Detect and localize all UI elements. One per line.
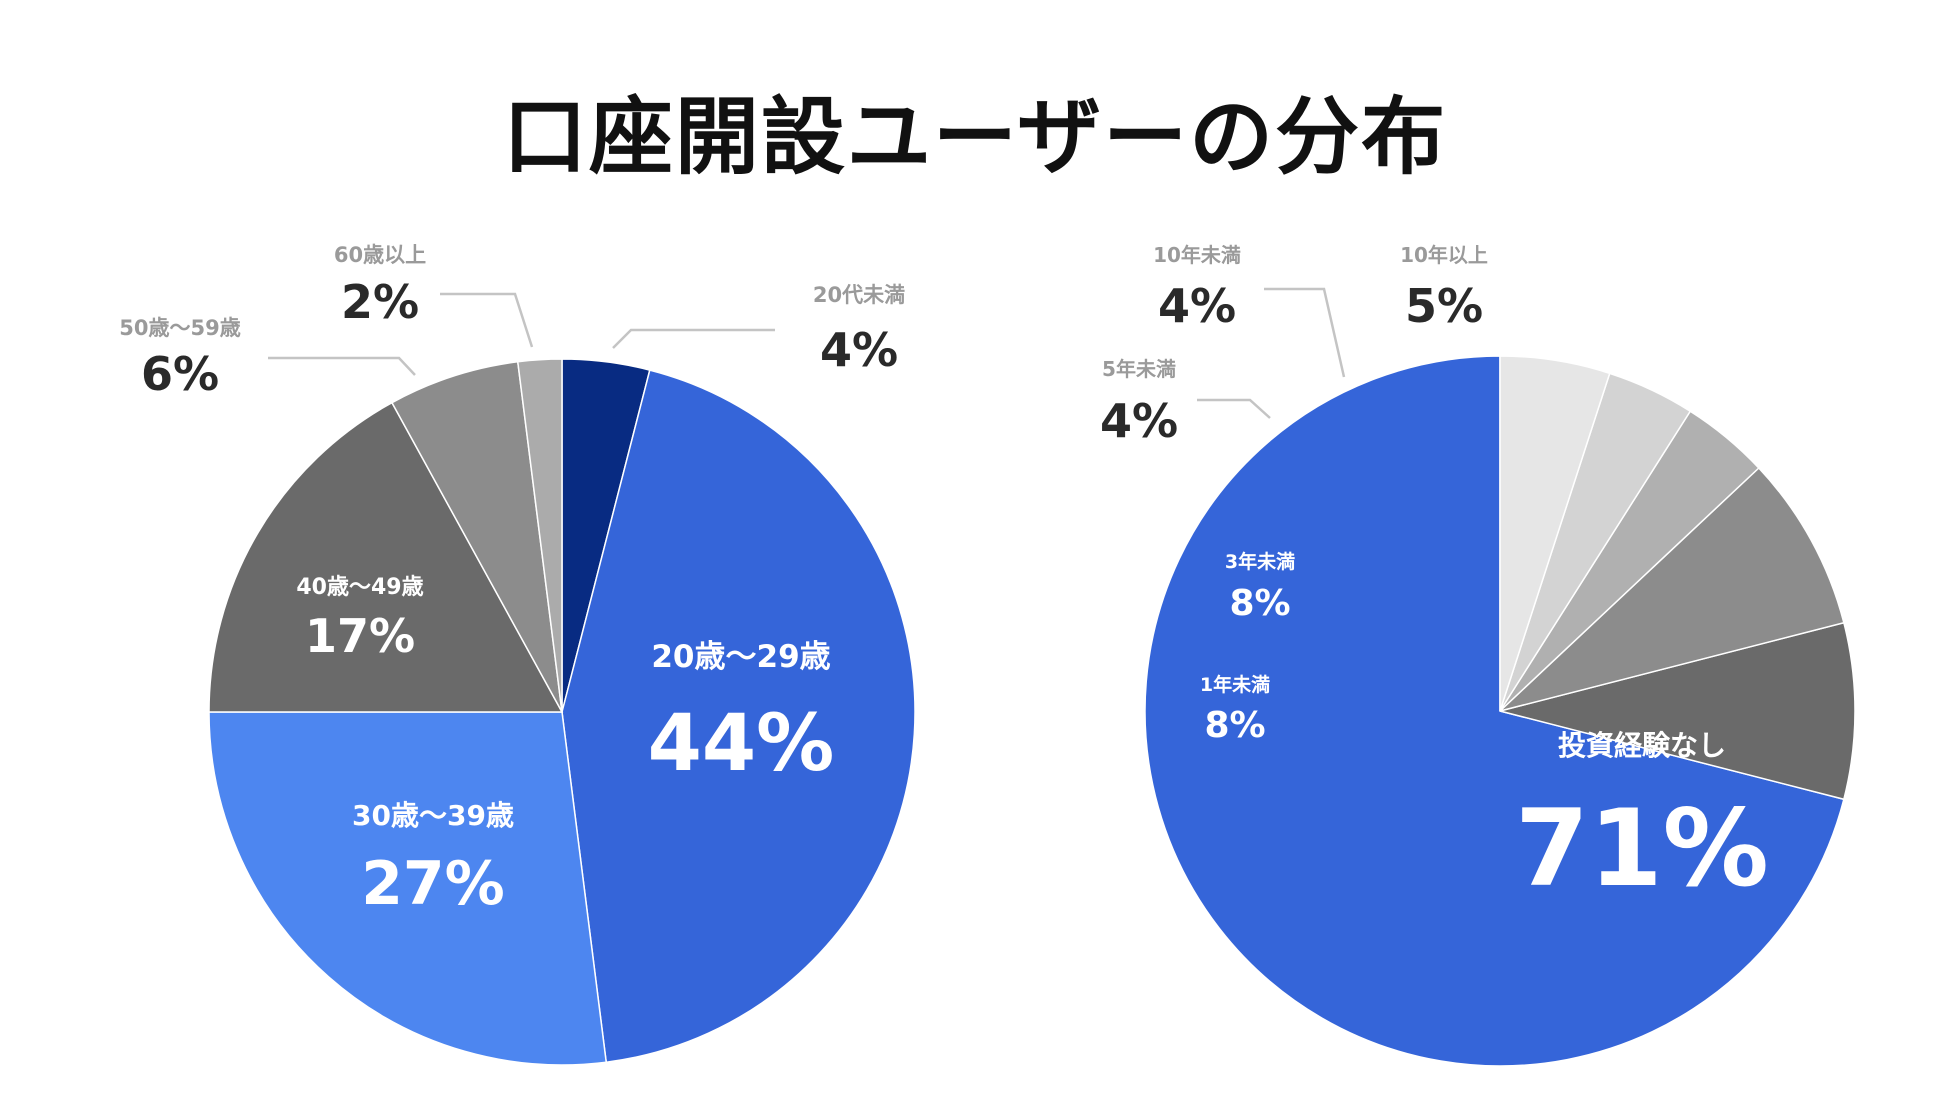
pie-slice	[1144, 355, 1845, 1067]
pie-slice	[1499, 466, 1845, 712]
slice-value: 8%	[1204, 705, 1265, 746]
pie-chart-2: 投資経験なし 71% 1年未満 8% 3年未満 8% 5年未満 4% 10年未満 4% 10年以上 5…	[1100, 243, 1856, 1067]
slice-value: 44%	[648, 699, 835, 789]
slice-label: 3年未満	[1225, 550, 1295, 573]
pie-slice	[208, 711, 608, 1066]
slice-value: 27%	[361, 849, 505, 919]
slice-value: 5%	[1405, 279, 1483, 333]
leader-line	[268, 356, 416, 376]
leader-line	[1264, 287, 1346, 378]
slice-label: 50歳〜59歳	[119, 316, 240, 340]
slice-label: 20代未満	[813, 283, 905, 307]
slice-value: 4%	[1158, 279, 1236, 333]
slice-value: 6%	[141, 347, 219, 401]
pie-slice	[561, 369, 916, 1064]
slice-label: 60歳以上	[334, 243, 426, 267]
slice-value: 2%	[341, 275, 419, 329]
pie-slice	[390, 360, 563, 713]
pie-slice	[208, 401, 564, 713]
slice-label: 5年未満	[1102, 357, 1176, 381]
pie-slice	[516, 358, 563, 713]
pie-slice	[1499, 355, 1611, 712]
pie-slice	[1499, 621, 1856, 801]
page-title: 口座開設ユーザーの分布	[502, 88, 1448, 186]
slice-label: 30歳〜39歳	[352, 799, 514, 832]
slice-label: 10年未満	[1153, 243, 1241, 267]
slice-value: 17%	[305, 609, 415, 663]
leader-line	[612, 328, 775, 349]
leader-line	[440, 292, 534, 348]
slice-label: 40歳〜49歳	[296, 575, 423, 600]
pie-chart-1: 20代未満 4% 20歳〜29歳 44% 30歳〜39歳 27% 40歳〜49歳 17% 50歳…	[119, 243, 916, 1066]
slice-value: 8%	[1229, 583, 1290, 624]
slice-label: 投資経験なし	[1558, 729, 1726, 762]
slice-value: 71%	[1515, 787, 1769, 910]
slice-label: 20歳〜29歳	[651, 639, 830, 675]
slice-value: 4%	[820, 323, 898, 377]
leader-line	[1197, 398, 1271, 419]
slice-label: 1年未満	[1200, 673, 1270, 696]
slice-label: 10年以上	[1400, 243, 1488, 267]
slice-value: 4%	[1100, 394, 1178, 448]
